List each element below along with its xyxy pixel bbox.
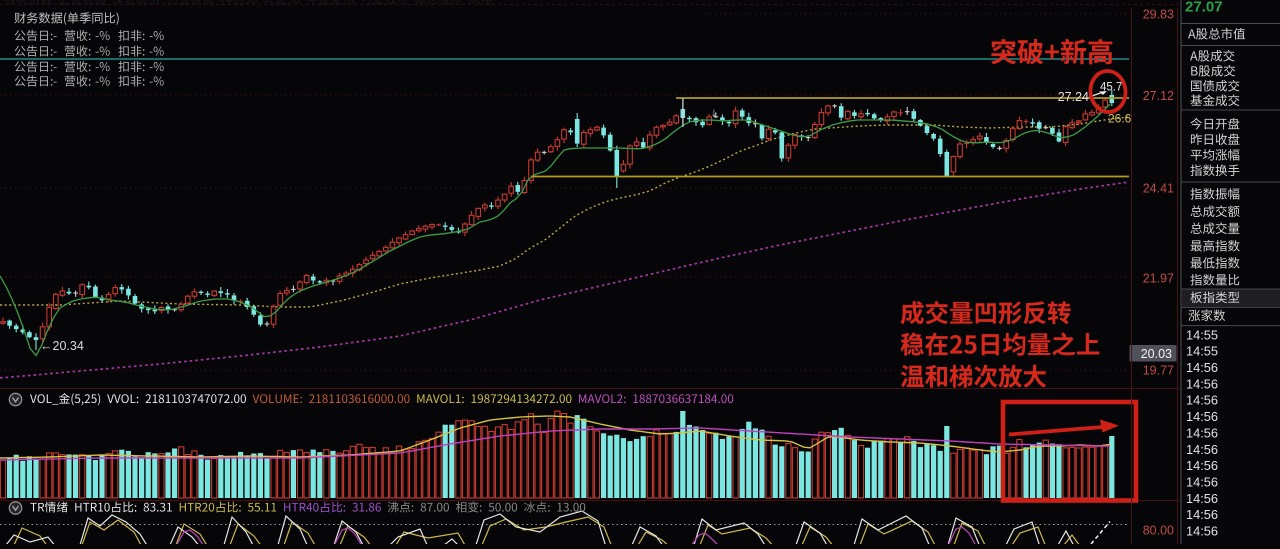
svg-text:27.24: 27.24	[1058, 90, 1089, 104]
svg-text:14:56: 14:56	[1186, 458, 1218, 473]
svg-text:24.41: 24.41	[1143, 182, 1174, 196]
svg-text:21.97: 21.97	[1143, 272, 1174, 286]
svg-text:14:56: 14:56	[1186, 442, 1218, 457]
svg-text:14:56: 14:56	[1186, 409, 1218, 424]
svg-text:27.07: 27.07	[1185, 0, 1223, 16]
svg-text:20.03: 20.03	[1141, 347, 1172, 361]
svg-text:29.83: 29.83	[1143, 8, 1174, 22]
svg-text:14:56: 14:56	[1186, 376, 1218, 391]
svg-text:80.00: 80.00	[1143, 524, 1174, 538]
svg-text:26.6: 26.6	[1108, 112, 1132, 126]
svg-text:14:56: 14:56	[1186, 491, 1218, 506]
svg-text:27.12: 27.12	[1143, 89, 1174, 103]
svg-text:19.77: 19.77	[1143, 364, 1174, 378]
svg-text:14:56: 14:56	[1186, 475, 1218, 490]
svg-text:14:55: 14:55	[1186, 344, 1218, 359]
svg-text:↓: ↓	[711, 105, 717, 119]
svg-text:14:56: 14:56	[1186, 393, 1218, 408]
svg-text:14:56: 14:56	[1186, 425, 1218, 440]
svg-text:45.7: 45.7	[1100, 82, 1122, 94]
svg-text:14:56: 14:56	[1186, 524, 1218, 539]
svg-text:←20.34: ←20.34	[40, 339, 84, 353]
svg-text:14:56: 14:56	[1186, 360, 1218, 375]
svg-text:14:55: 14:55	[1186, 327, 1218, 342]
svg-text:14:56: 14:56	[1186, 507, 1218, 522]
